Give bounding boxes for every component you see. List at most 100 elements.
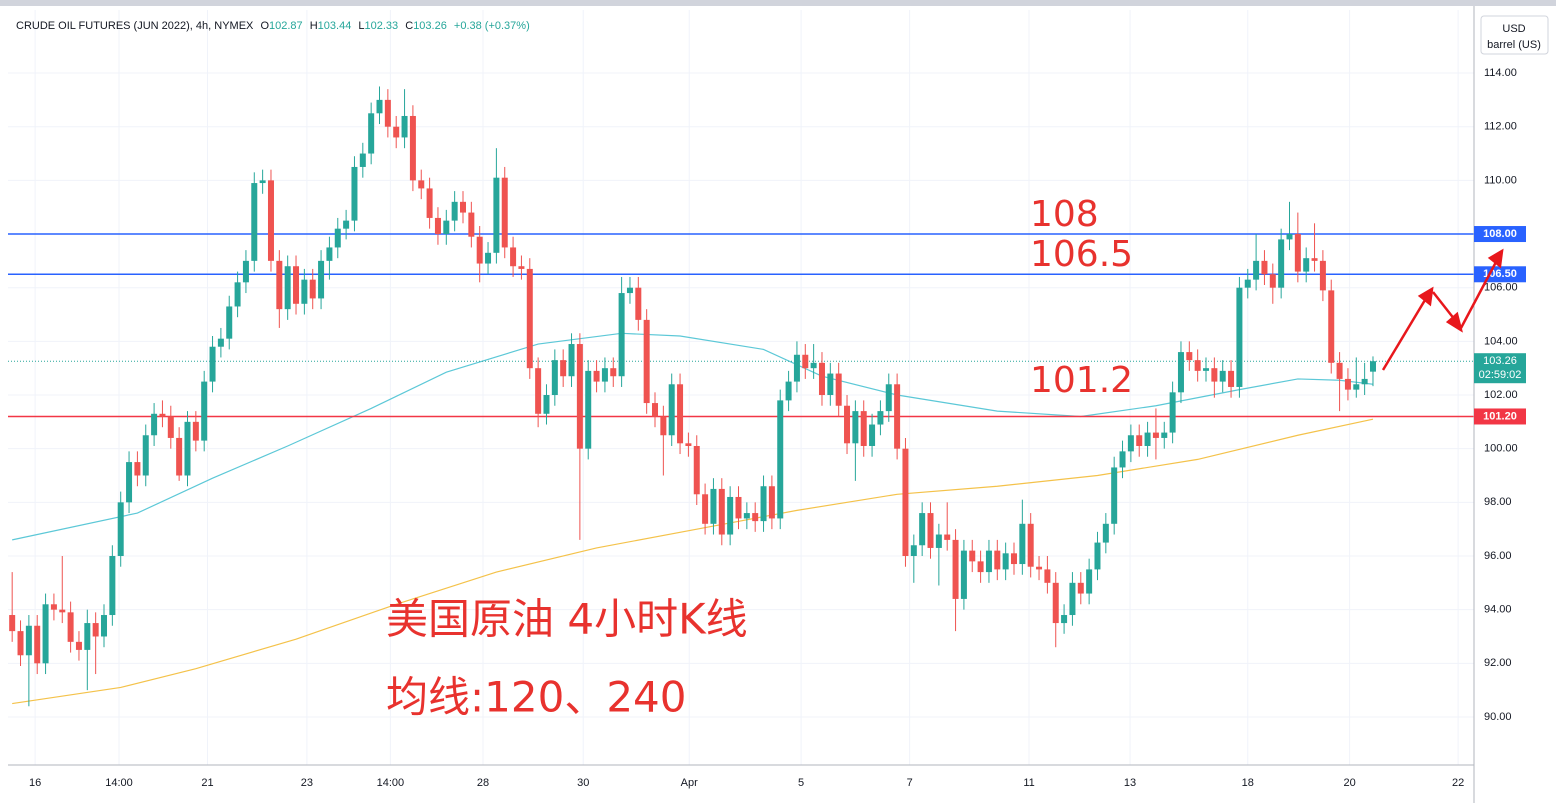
candle-body (1019, 523, 1026, 565)
candle-body (476, 236, 483, 264)
candle-body (660, 416, 667, 436)
candle-body (518, 266, 525, 269)
candle-body (184, 421, 191, 476)
arrow-line (1432, 291, 1456, 321)
x-tick-label: 23 (301, 777, 313, 789)
candle-body (894, 384, 901, 449)
x-tick-label: Apr (681, 777, 698, 789)
candle-body (1344, 378, 1351, 390)
candle-body (1211, 368, 1218, 382)
candle-body (1119, 451, 1126, 468)
candle-body (601, 368, 608, 382)
candle-body (276, 260, 283, 310)
candle-body (877, 411, 884, 425)
candle-body (1169, 392, 1176, 433)
candle-body (885, 384, 892, 412)
candle-body (760, 486, 767, 522)
candle-body (802, 354, 809, 369)
candle-body (969, 550, 976, 562)
x-tick-label: 18 (1242, 777, 1254, 789)
candle-body (827, 373, 834, 396)
candle-body (643, 319, 650, 404)
candle-body (359, 153, 366, 167)
candle-body (752, 513, 759, 522)
moving-average-line (12, 418, 1374, 705)
candle-body (1061, 615, 1068, 624)
candle-body (1036, 566, 1043, 570)
candle-body (242, 260, 249, 283)
candle-body (960, 550, 967, 599)
arrow-line (1381, 299, 1427, 371)
y-tick-label: 92.00 (1484, 657, 1512, 669)
x-tick-label: 16 (29, 777, 41, 789)
candle-body (626, 287, 633, 294)
y-tick-label: 112.00 (1484, 121, 1517, 133)
candle-body (451, 201, 458, 221)
candle-body (677, 384, 684, 444)
arrow-head (1445, 311, 1463, 333)
candle-body (1203, 368, 1210, 371)
candle-body (593, 370, 600, 382)
candle-body (543, 395, 550, 414)
candle-body (9, 615, 16, 632)
candle-body (501, 177, 508, 248)
candle-body (1002, 553, 1009, 570)
candle-body (101, 615, 108, 637)
top-bar (0, 0, 1556, 6)
candle-body (1194, 360, 1201, 371)
candle-body (927, 513, 934, 548)
candle-body (50, 604, 57, 610)
candle-body (34, 625, 41, 664)
y-tick-label: 102.00 (1484, 389, 1518, 401)
x-tick-label: 21 (201, 777, 213, 789)
candle-body (1102, 523, 1109, 543)
header: CRUDE OIL FUTURES (JUN 2022), 4h, NYMEX … (16, 20, 530, 32)
candle-body (259, 180, 266, 184)
y-tick-label: 100.00 (1484, 443, 1518, 455)
candle-body (693, 445, 700, 495)
high-label: H (310, 20, 318, 32)
candle-body (576, 344, 583, 449)
candle-body (1111, 467, 1118, 524)
candle-body (977, 561, 984, 573)
y-tick-label: 104.00 (1484, 335, 1518, 347)
candle-body (910, 545, 917, 556)
candle-body (167, 416, 174, 438)
candle-body (1152, 432, 1159, 438)
candle-body (209, 346, 216, 382)
candle-body (1328, 290, 1335, 363)
candle-body (1027, 523, 1034, 567)
candle-body (1311, 258, 1318, 261)
candle-body (818, 362, 825, 396)
candle-body (1278, 239, 1285, 288)
x-tick-label: 22 (1452, 777, 1464, 789)
candle-body (560, 360, 567, 377)
candle-body (485, 252, 492, 264)
candle-body (935, 534, 942, 548)
y-tick-label: 94.00 (1484, 604, 1512, 616)
candle-body (1253, 260, 1260, 280)
high-value: 103.44 (318, 20, 352, 32)
candle-body (535, 368, 542, 414)
candle-body (42, 604, 49, 664)
candle-body (267, 180, 274, 261)
candle-body (1269, 274, 1276, 288)
candle-body (17, 631, 24, 656)
y-tick-label: 96.00 (1484, 550, 1512, 562)
x-tick-label: 14:00 (377, 777, 405, 789)
annotation-level: 106.5 (1030, 234, 1133, 275)
candle-body (159, 413, 166, 417)
candle-body (727, 496, 734, 535)
level-tag-label: 101.20 (1483, 410, 1517, 422)
x-tick-label: 30 (577, 777, 589, 789)
unit-box[interactable] (1480, 15, 1549, 55)
candle-body (668, 384, 675, 436)
candle-body (334, 228, 341, 248)
candle-body (226, 306, 233, 339)
candle-body (326, 247, 333, 261)
candle-body (785, 381, 792, 401)
candle-body (952, 539, 959, 599)
candle-body (117, 502, 124, 556)
candle-body (1044, 569, 1051, 583)
level-tag (1474, 226, 1526, 243)
